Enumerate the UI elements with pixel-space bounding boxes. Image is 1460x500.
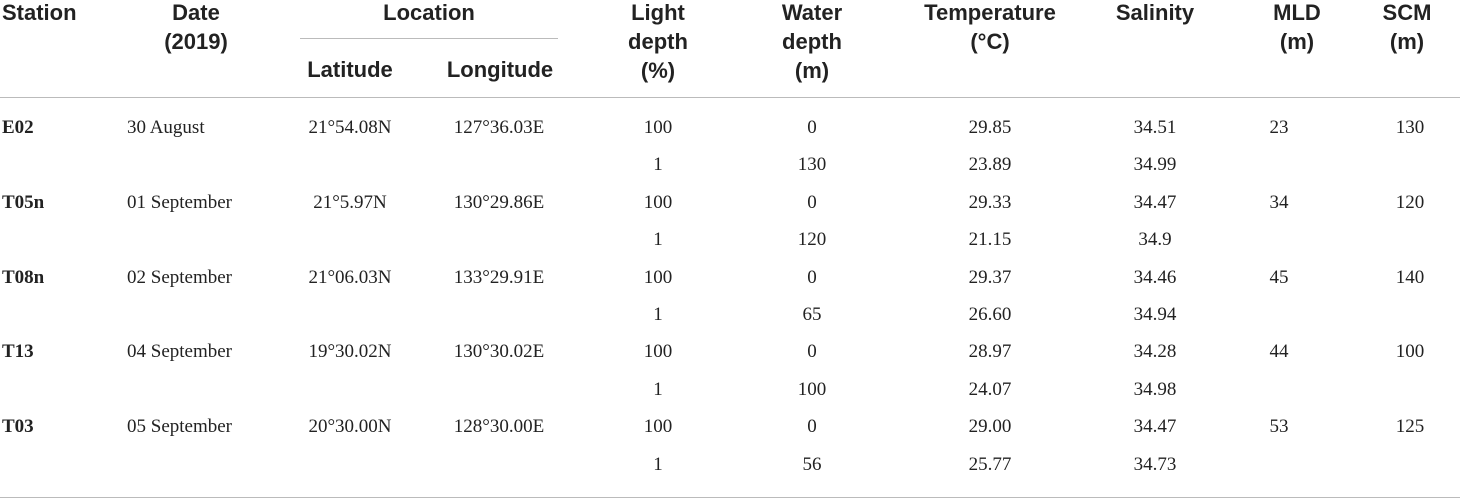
cell: 130 <box>1395 117 1425 138</box>
cell: 45 <box>1269 266 1289 288</box>
cell: 1 <box>653 453 663 475</box>
header-cell: (2019) <box>164 29 228 54</box>
cell: 34.46 <box>1133 266 1177 288</box>
cell: 44 <box>1269 341 1289 363</box>
cell: 100 <box>643 191 673 213</box>
cell: 34.47 <box>1133 416 1177 438</box>
station-cell: T13 <box>2 341 34 363</box>
cell: 1 <box>653 229 663 251</box>
cell: 19°30.02N <box>308 341 392 363</box>
cell: 100 <box>643 266 673 288</box>
cell: 24.07 <box>968 378 1012 400</box>
header-cell: (m) <box>794 58 830 83</box>
header-cell: Location <box>383 0 475 25</box>
cell: 0 <box>807 117 817 138</box>
cell: 120 <box>797 229 827 251</box>
subheader-cell: Longitude <box>446 57 554 82</box>
cell: 100 <box>797 378 827 400</box>
header-cell: (m) <box>1279 29 1315 54</box>
cell: 65 <box>802 304 822 325</box>
cell: 21°5.97N <box>313 191 387 213</box>
cell: 1 <box>653 304 663 325</box>
cell: 34.47 <box>1133 191 1177 213</box>
cell: 100 <box>1395 341 1425 363</box>
cell: 56 <box>802 453 822 475</box>
cell: 29.85 <box>968 117 1012 138</box>
cell: 0 <box>807 416 817 438</box>
cell: 1 <box>653 154 663 176</box>
station-cell: E02 <box>2 117 34 138</box>
station-cell: T03 <box>2 416 34 438</box>
header-cell: (%) <box>640 58 676 83</box>
cell: 29.00 <box>968 416 1012 438</box>
cell: 140 <box>1395 266 1425 288</box>
cell: 20°30.00N <box>308 416 392 438</box>
cell: 0 <box>807 191 817 213</box>
cell: 29.33 <box>968 191 1012 213</box>
cell: 133°29.91E <box>453 266 545 288</box>
cell: 130°30.02E <box>453 341 545 363</box>
cell: 34.51 <box>1133 117 1177 138</box>
header-cell: depth <box>628 29 688 54</box>
cell: 28.97 <box>968 341 1012 363</box>
cell: 23 <box>1269 117 1289 138</box>
cell: 120 <box>1395 191 1425 213</box>
cell: 05 September <box>127 416 233 438</box>
station-cell: T05n <box>2 191 45 213</box>
header-cell: depth <box>782 29 842 54</box>
bottom-rule <box>0 497 1460 498</box>
cell: 34.9 <box>1138 229 1172 251</box>
cell: 21°06.03N <box>308 266 392 288</box>
subheader-cell: Latitude <box>307 57 393 82</box>
header-cell: (°C) <box>970 29 1010 54</box>
cell: 127°36.03E <box>453 117 545 138</box>
station-cell: T08n <box>2 266 45 288</box>
cell: 34 <box>1269 191 1289 213</box>
cell: 0 <box>807 341 817 363</box>
cell: 30 August <box>127 117 205 138</box>
header-cell: (m) <box>1389 29 1425 54</box>
cell: 100 <box>643 416 673 438</box>
header-cell: SCM <box>1382 0 1432 25</box>
cell: 21°54.08N <box>308 117 392 138</box>
header-rule <box>0 97 1460 98</box>
cell: 34.73 <box>1133 453 1177 475</box>
header-cell: Date <box>172 0 220 25</box>
cell: 34.99 <box>1133 154 1177 176</box>
cell: 34.98 <box>1133 378 1177 400</box>
cell: 100 <box>643 341 673 363</box>
cell: 02 September <box>127 266 233 288</box>
cell: 26.60 <box>968 304 1012 325</box>
cell: 34.94 <box>1133 304 1177 325</box>
cell: 01 September <box>127 191 233 213</box>
header-cell: Station <box>2 0 77 25</box>
cell: 29.37 <box>968 266 1012 288</box>
group-rule <box>300 38 558 39</box>
cell: 21.15 <box>968 229 1012 251</box>
header-cell: Temperature <box>924 0 1056 25</box>
cell: 130 <box>797 154 827 176</box>
cell: 128°30.00E <box>453 416 545 438</box>
header-cell: MLD <box>1273 0 1321 25</box>
cell: 0 <box>807 266 817 288</box>
cell: 23.89 <box>968 154 1012 176</box>
cell: 04 September <box>127 341 233 363</box>
cell: 25.77 <box>968 453 1012 475</box>
header-cell: Water <box>781 0 843 25</box>
cell: 53 <box>1269 416 1289 438</box>
header-cell: Salinity <box>1115 0 1195 25</box>
header-cell: Light <box>631 0 685 25</box>
cell: 100 <box>643 117 673 138</box>
cell: 1 <box>653 378 663 400</box>
cell: 125 <box>1395 416 1425 438</box>
cell: 34.28 <box>1133 341 1177 363</box>
cell: 130°29.86E <box>453 191 545 213</box>
